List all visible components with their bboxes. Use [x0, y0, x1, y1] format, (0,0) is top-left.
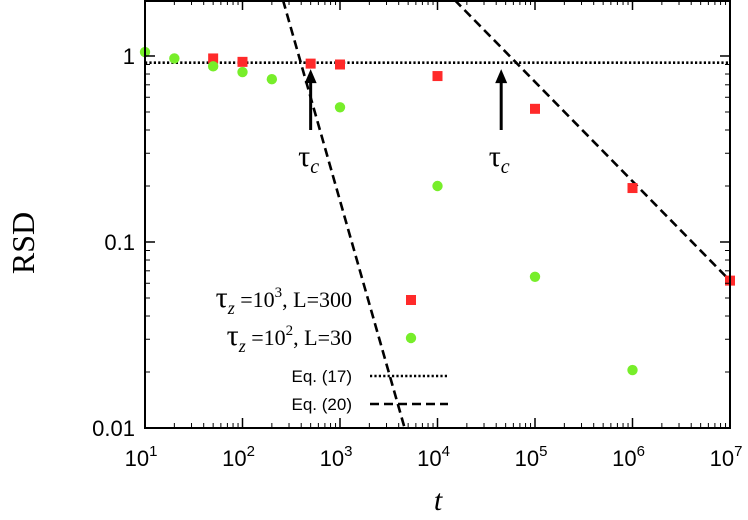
- legend-label: τz =102, L=30: [227, 319, 352, 356]
- axes: 101 102 103 104 105 106 107 0.01 0.1 1: [92, 0, 742, 471]
- legend-label: τz =103, L=300: [216, 281, 352, 318]
- y-tick-label: 1: [123, 44, 135, 69]
- data-point: [237, 56, 248, 67]
- data-point: [237, 66, 248, 78]
- y-tick-label: 0.01: [92, 416, 135, 441]
- data-point: [266, 74, 278, 85]
- series-0: [208, 53, 735, 286]
- tau-c-label: τc: [489, 140, 510, 178]
- plot-area: τc τc: [139, 0, 735, 428]
- x-tick-label: 104: [417, 443, 450, 471]
- x-axis-label: t: [434, 484, 443, 517]
- tau-c-label: τc: [298, 140, 319, 178]
- data-point: [305, 58, 316, 69]
- legend-square-marker: [406, 295, 416, 305]
- data-point: [529, 271, 541, 282]
- data-point: [335, 59, 345, 70]
- x-tick-label: 102: [222, 443, 255, 471]
- data-point: [627, 183, 638, 194]
- legend-circle-marker: [405, 332, 417, 344]
- reference-lines: [145, 0, 730, 428]
- x-tick-label: 103: [320, 443, 353, 471]
- data-point: [207, 61, 219, 72]
- legend-label: Eq. (20): [292, 395, 352, 414]
- x-tick-label: 106: [612, 443, 645, 471]
- legend-label: Eq. (17): [292, 367, 352, 386]
- x-tick-label: 107: [710, 443, 743, 471]
- data-point: [208, 53, 219, 64]
- tau-c-annotation-1: τc: [489, 69, 510, 178]
- series-1: [139, 46, 638, 376]
- arrow-head: [495, 69, 508, 84]
- data-point: [432, 180, 443, 192]
- data-point: [169, 53, 180, 64]
- eq20-line-1: [281, 0, 406, 428]
- plot-frame: [144, 0, 731, 429]
- tau-c-annotation-0: τc: [298, 69, 319, 178]
- arrow-head: [304, 69, 317, 84]
- data-point: [627, 364, 638, 376]
- x-tick-label: 101: [125, 443, 158, 471]
- data-point: [530, 103, 540, 114]
- data-point: [334, 102, 346, 113]
- y-tick-label: 0.1: [104, 230, 135, 255]
- data-point: [432, 71, 443, 82]
- eq20-line-2: [453, 0, 730, 282]
- x-tick-label: 105: [515, 443, 548, 471]
- y-axis-label: RSD: [5, 212, 41, 274]
